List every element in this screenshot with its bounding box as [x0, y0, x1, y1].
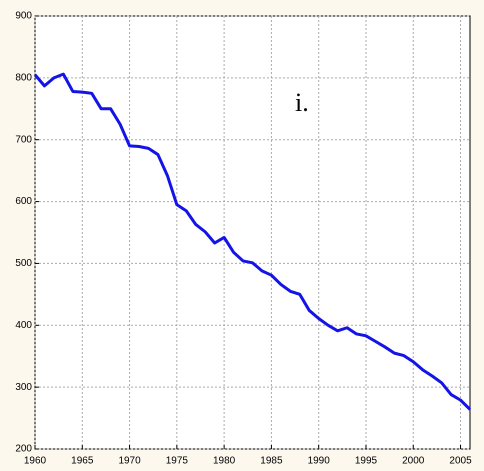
plot-area [34, 15, 471, 450]
x-tick-label: 1980 [213, 456, 236, 467]
x-tick-label: 1985 [260, 456, 283, 467]
x-tick-label: 2005 [449, 456, 472, 467]
y-tick-label: 300 [15, 382, 32, 393]
x-tick-label: 2000 [402, 456, 425, 467]
x-tick-label: 1965 [71, 456, 94, 467]
x-tick-label: 1970 [118, 456, 141, 467]
y-tick-label: 800 [15, 72, 32, 83]
y-tick-label: 200 [15, 444, 32, 455]
data-line [33, 72, 472, 411]
annotation: i. [295, 88, 309, 117]
x-tick-label: 1990 [308, 456, 331, 467]
x-tick-label: 1960 [24, 456, 47, 467]
x-tick-label: 1995 [355, 456, 378, 467]
y-tick-label: 900 [15, 11, 32, 22]
y-tick-label: 500 [15, 258, 32, 269]
y-tick-label: 700 [15, 134, 32, 145]
x-tick-label: 1975 [166, 456, 189, 467]
y-tick-label: 600 [15, 196, 32, 207]
y-tick-label: 400 [15, 320, 32, 331]
